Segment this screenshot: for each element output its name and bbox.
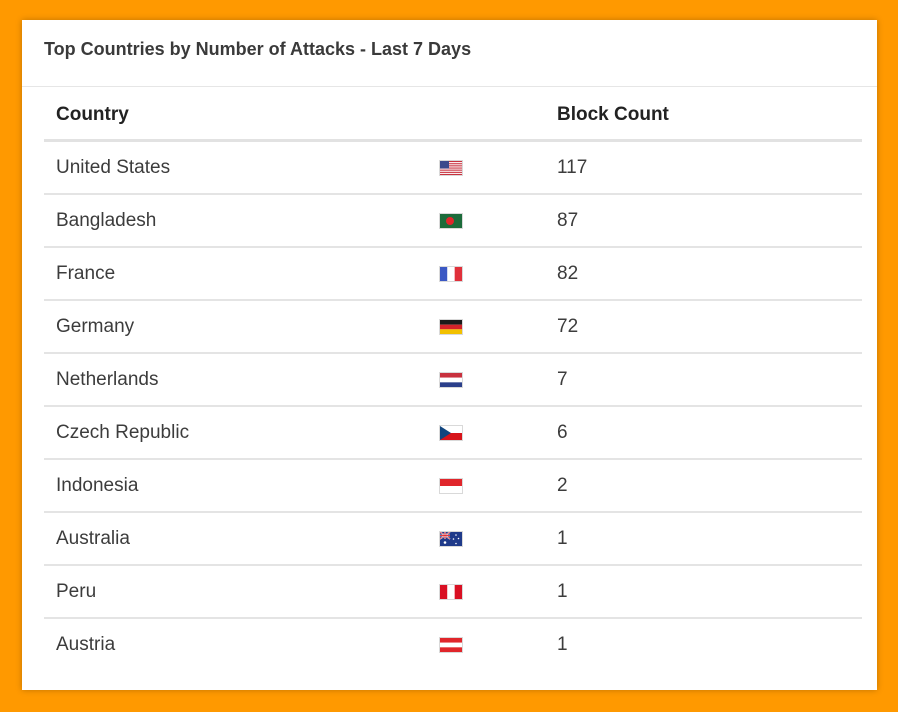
table-row: Indonesia 2 [44, 460, 862, 513]
table-row: Bangladesh 87 [44, 195, 862, 248]
nl-flag-icon [439, 372, 463, 388]
block-count: 1 [557, 528, 568, 549]
us-flag-icon [439, 160, 463, 176]
au-flag-icon [439, 531, 463, 547]
id-flag-icon [439, 478, 463, 494]
block-count: 82 [557, 263, 579, 284]
country-name: Bangladesh [56, 210, 157, 231]
cz-flag-icon [439, 425, 463, 441]
de-flag-icon [439, 319, 463, 335]
at-flag-icon [439, 637, 463, 653]
block-count: 7 [557, 369, 568, 390]
table-row: Austria 1 [44, 619, 862, 672]
block-count-column-header: Block Count [557, 104, 669, 125]
table-row: Australia [44, 513, 862, 566]
table-row: France 82 [44, 248, 862, 301]
country-name: Indonesia [56, 475, 139, 496]
bd-flag-icon [439, 213, 463, 229]
country-name: Netherlands [56, 369, 159, 390]
block-count: 6 [557, 422, 568, 443]
table-row: Germany 72 [44, 301, 862, 354]
block-count: 1 [557, 634, 568, 655]
block-count: 72 [557, 316, 579, 337]
country-name: Germany [56, 316, 135, 337]
table-row: United States 117 [44, 142, 862, 195]
country-name: Australia [56, 528, 130, 549]
country-name: United States [56, 157, 171, 178]
card-title: Top Countries by Number of Attacks - Las… [22, 20, 877, 87]
pe-flag-icon [439, 584, 463, 600]
table-header: Country Block Count [44, 87, 862, 142]
country-name: Czech Republic [56, 422, 190, 443]
countries-table: Country Block Count United States 117 [44, 87, 862, 672]
country-name: Austria [56, 634, 116, 655]
block-count: 117 [557, 157, 588, 178]
table-row: Peru 1 [44, 566, 862, 619]
table-row: Czech Republic 6 [44, 407, 862, 460]
country-name: France [56, 263, 116, 284]
table-row: Netherlands 7 [44, 354, 862, 407]
country-column-header: Country [56, 104, 129, 125]
block-count: 87 [557, 210, 579, 231]
block-count: 2 [557, 475, 568, 496]
country-name: Peru [56, 581, 97, 602]
attacks-card: Top Countries by Number of Attacks - Las… [22, 20, 877, 690]
fr-flag-icon [439, 266, 463, 282]
block-count: 1 [557, 581, 568, 602]
